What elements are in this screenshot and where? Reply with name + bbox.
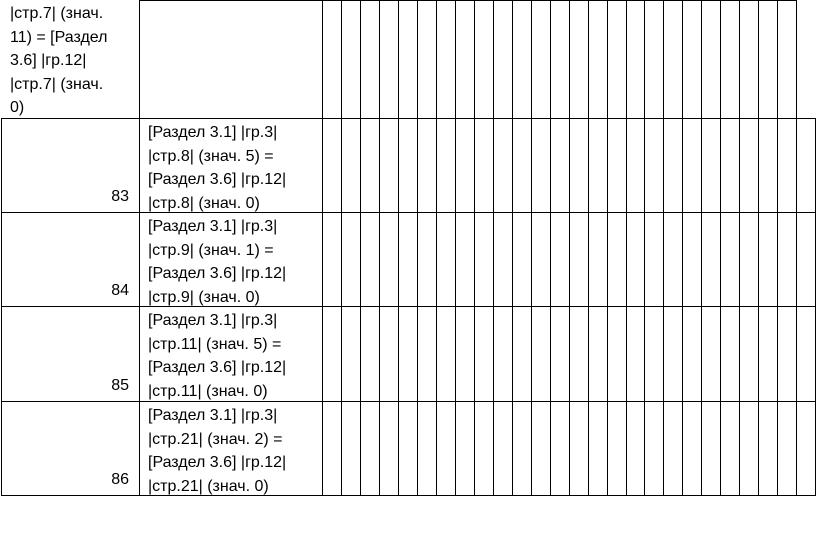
cell-formula-line: |стр.8| (знач. 5) = (148, 147, 274, 165)
grid-column-line (474, 0, 475, 496)
row-divider (1, 118, 816, 119)
grid-column-line (663, 0, 664, 496)
grid-column-line (398, 0, 399, 496)
grid-column-line (550, 0, 551, 496)
grid-column-line (682, 0, 683, 496)
cell-formula-line: [Раздел 3.6] |гр.12| (148, 454, 287, 471)
cell-formula-line: |стр.7| (знач. (10, 75, 104, 93)
row-number: 85 (111, 377, 129, 394)
grid-column-line (512, 0, 513, 496)
row-divider (1, 212, 816, 213)
grid-column-line (777, 0, 778, 496)
grid-column-line (758, 0, 759, 496)
table-top-border (139, 0, 797, 1)
grid-column-line (455, 0, 456, 496)
grid-column-line (626, 0, 627, 496)
grid-column-line (417, 0, 418, 496)
grid-column-line (341, 0, 342, 496)
cell-formula-line: [Раздел 3.6] |гр.12| (148, 265, 287, 282)
row-number: 83 (111, 188, 129, 205)
cell-formula-line: 11) = [Раздел (10, 28, 108, 46)
cell-formula-line: 3.6] |гр.12| (10, 52, 87, 69)
cell-formula-line: |стр.9| (знач. 1) = (148, 241, 274, 259)
grid-column-line (436, 0, 437, 496)
grid-column-line (739, 0, 740, 496)
cell-formula-line: [Раздел 3.1] |гр.3| (148, 124, 278, 141)
grid-column-line (493, 0, 494, 496)
cell-formula-line: [Раздел 3.1] |гр.3| (148, 407, 278, 424)
cell-formula-line: 0) (10, 99, 25, 116)
grid-column-line (701, 0, 702, 496)
grid-column-line (607, 0, 608, 496)
row-number: 86 (111, 471, 129, 488)
grid-column-line (569, 0, 570, 496)
row-divider (1, 306, 816, 307)
grid-column-line (720, 0, 721, 496)
cell-formula-line: |стр.21| (знач. 2) = (148, 430, 283, 448)
grid-column-line (644, 0, 645, 496)
grid-column-line (322, 0, 323, 496)
cell-formula-line: [Раздел 3.1] |гр.3| (148, 218, 278, 235)
cell-formula-line: |стр.9| (знач. 0) (148, 288, 260, 306)
row-divider (1, 401, 816, 402)
cell-formula-line: |стр.7| (знач. (10, 5, 104, 22)
cell-formula-line: |стр.11| (знач. 0) (148, 382, 268, 400)
row-divider (1, 495, 816, 496)
grid-column-line (360, 0, 361, 496)
cell-formula-line: [Раздел 3.6] |гр.12| (148, 171, 287, 188)
cell-formula-line: |стр.21| (знач. 0) (148, 477, 269, 495)
row-number: 84 (111, 282, 129, 299)
cell-formula-line: |стр.8| (знач. 0) (148, 194, 260, 212)
column-divider (139, 0, 140, 496)
grid-column-line (379, 0, 380, 496)
grid-column-line (588, 0, 589, 496)
cell-formula-line: [Раздел 3.1] |гр.3| (148, 312, 278, 329)
grid-column-line (531, 0, 532, 496)
cell-formula-line: [Раздел 3.6] |гр.12| (148, 359, 287, 376)
table-left-border (1, 118, 2, 496)
cell-formula-line: |стр.11| (знач. 5) = (148, 335, 282, 353)
grid-column-line (796, 0, 797, 496)
